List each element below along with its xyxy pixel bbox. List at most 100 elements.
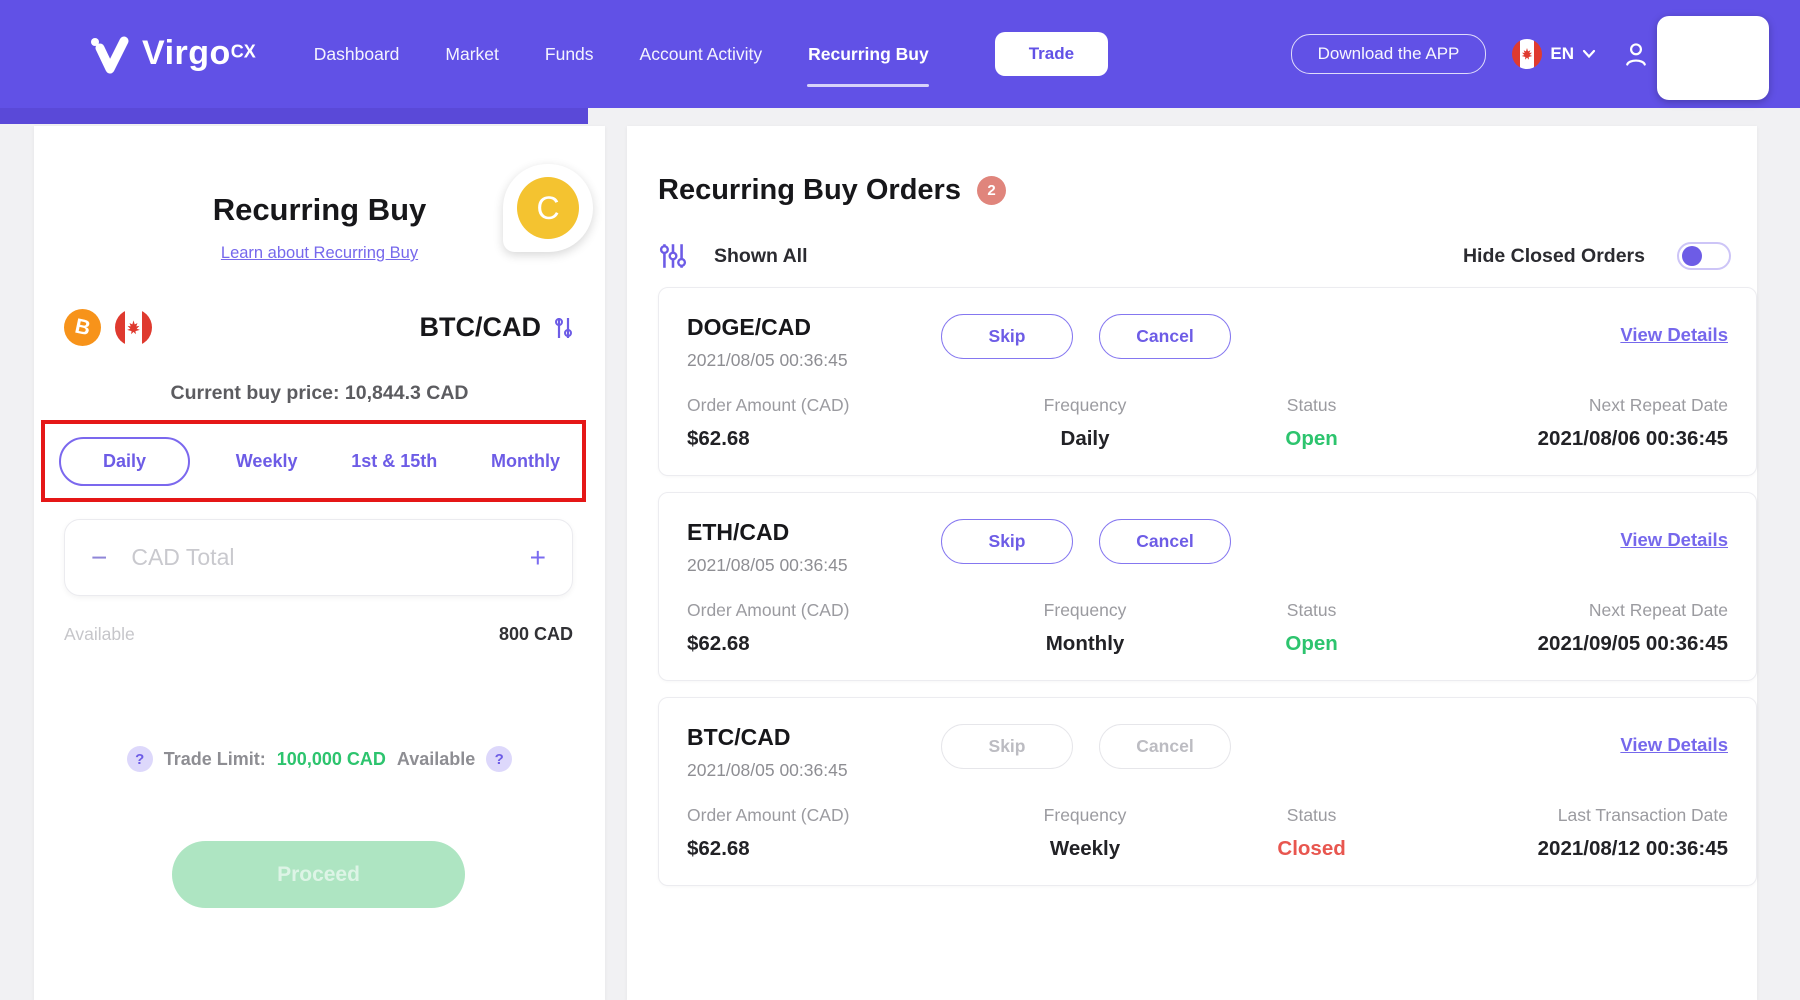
order-pair: ETH/CAD bbox=[687, 519, 790, 545]
frequency-value: Weekly bbox=[1049, 837, 1121, 860]
tab-1st-15th[interactable]: 1st & 15th bbox=[351, 450, 438, 471]
available-row: Available 800 CAD bbox=[64, 624, 573, 645]
tab-monthly[interactable]: Monthly bbox=[490, 450, 560, 471]
virgocx-v-icon bbox=[88, 35, 132, 77]
cancel-button[interactable]: Cancel bbox=[1099, 314, 1231, 359]
hide-closed-label: Hide Closed Orders bbox=[1462, 244, 1645, 267]
trade-limit-suffix: Available bbox=[396, 748, 476, 769]
orders-header: Recurring Buy Orders 2 bbox=[658, 174, 1731, 207]
canada-flag-icon bbox=[1512, 39, 1543, 69]
help-icon-left[interactable]: ? bbox=[126, 746, 153, 772]
order-amount-label: Order Amount (CAD) bbox=[687, 600, 850, 620]
language-label: EN bbox=[1550, 44, 1574, 63]
order-status-col: Status Open bbox=[1201, 395, 1421, 451]
order-card-detail-row: Order Amount (CAD) $62.68 Frequency Week… bbox=[687, 805, 1728, 861]
chat-widget[interactable]: C bbox=[503, 164, 593, 252]
user-account-icon[interactable] bbox=[1622, 40, 1650, 68]
order-pair-block: DOGE/CAD 2021/08/05 00:36:45 bbox=[687, 314, 941, 371]
nav-item-market[interactable]: Market bbox=[445, 43, 499, 64]
tab-daily[interactable]: Daily bbox=[59, 436, 191, 486]
order-status-col: Status Open bbox=[1201, 600, 1421, 656]
cancel-button[interactable]: Cancel bbox=[1099, 724, 1231, 769]
next-repeat-value: 2021/09/05 00:36:45 bbox=[1537, 632, 1728, 655]
navbar: VirgoCX Dashboard Market Funds Account A… bbox=[0, 0, 1800, 108]
frequency-label: Frequency bbox=[1043, 395, 1127, 415]
frequency-highlight-box: Daily Weekly 1st & 15th Monthly bbox=[41, 420, 586, 502]
trade-limit-row: ? Trade Limit: 100,000 CAD Available ? bbox=[34, 746, 605, 772]
order-amount-value: $62.68 bbox=[687, 427, 750, 450]
trade-limit-value: 100,000 CAD bbox=[276, 748, 386, 769]
panel-title: Recurring Buy bbox=[212, 192, 427, 227]
status-label: Status bbox=[1286, 805, 1337, 825]
next-repeat-label: Next Repeat Date bbox=[1588, 600, 1728, 620]
order-card-top-row: DOGE/CAD 2021/08/05 00:36:45 Skip Cancel… bbox=[687, 314, 1728, 371]
toggle-knob bbox=[1682, 246, 1702, 266]
order-created-date: 2021/08/05 00:36:45 bbox=[687, 555, 848, 575]
recurring-buy-orders-panel: Recurring Buy Orders 2 Shown All Hide Cl… bbox=[627, 126, 1757, 1000]
order-amount-label: Order Amount (CAD) bbox=[687, 805, 850, 825]
status-value: Open bbox=[1285, 427, 1338, 450]
amount-input-box: − + bbox=[64, 519, 573, 596]
nav-right-group: Download the APP EN bbox=[1290, 34, 1650, 74]
available-label: Available bbox=[64, 624, 135, 644]
skip-button[interactable]: Skip bbox=[941, 314, 1073, 359]
hide-closed-toggle[interactable] bbox=[1677, 242, 1731, 270]
order-amount-col: Order Amount (CAD) $62.68 bbox=[687, 395, 969, 451]
nav-item-account-activity[interactable]: Account Activity bbox=[639, 43, 763, 64]
order-amount-col: Order Amount (CAD) $62.68 bbox=[687, 805, 969, 861]
view-details-link[interactable]: View Details bbox=[1620, 529, 1728, 550]
amount-input[interactable] bbox=[129, 543, 430, 572]
status-value: Open bbox=[1285, 632, 1338, 655]
order-created-date: 2021/08/05 00:36:45 bbox=[687, 760, 848, 780]
order-status-col: Status Closed bbox=[1201, 805, 1421, 861]
order-frequency-col: Frequency Monthly bbox=[969, 600, 1202, 656]
view-details-link[interactable]: View Details bbox=[1620, 734, 1728, 755]
order-frequency-col: Frequency Weekly bbox=[969, 805, 1202, 861]
last-transaction-value: 2021/08/12 00:36:45 bbox=[1537, 837, 1728, 860]
view-details-link[interactable]: View Details bbox=[1620, 324, 1728, 345]
pair-row: B BTC/CAD bbox=[64, 309, 575, 346]
learn-about-link[interactable]: Learn about Recurring Buy bbox=[220, 244, 419, 262]
language-selector[interactable]: EN bbox=[1512, 39, 1596, 69]
order-card-btc-cad: BTC/CAD 2021/08/05 00:36:45 Skip Cancel … bbox=[658, 697, 1757, 886]
available-value: 800 CAD bbox=[498, 624, 573, 644]
chat-badge: C bbox=[517, 177, 579, 239]
last-transaction-label: Last Transaction Date bbox=[1557, 805, 1728, 825]
help-icon-right[interactable]: ? bbox=[486, 746, 513, 772]
order-card-doge-cad: DOGE/CAD 2021/08/05 00:36:45 Skip Cancel… bbox=[658, 287, 1757, 476]
tab-weekly[interactable]: Weekly bbox=[235, 450, 298, 471]
plus-button[interactable]: + bbox=[529, 541, 546, 573]
download-app-button[interactable]: Download the APP bbox=[1290, 34, 1487, 74]
order-date-col: Next Repeat Date 2021/09/05 00:36:45 bbox=[1422, 600, 1728, 656]
order-card-top-row: ETH/CAD 2021/08/05 00:36:45 Skip Cancel … bbox=[687, 519, 1728, 576]
nav-item-dashboard[interactable]: Dashboard bbox=[313, 43, 400, 64]
nav-item-funds[interactable]: Funds bbox=[544, 43, 594, 64]
proceed-button[interactable]: Proceed bbox=[172, 841, 465, 908]
nav-menu: Dashboard Market Funds Account Activity … bbox=[314, 44, 929, 65]
minus-button[interactable]: − bbox=[91, 541, 108, 573]
order-frequency-col: Frequency Daily bbox=[969, 395, 1202, 451]
cancel-button[interactable]: Cancel bbox=[1099, 519, 1231, 564]
order-pair: BTC/CAD bbox=[687, 724, 791, 750]
order-pair-block: BTC/CAD 2021/08/05 00:36:45 bbox=[687, 724, 941, 781]
brand-logo[interactable]: VirgoCX bbox=[88, 31, 256, 77]
trade-limit-label: Trade Limit: bbox=[163, 748, 266, 769]
nav-item-recurring-buy[interactable]: Recurring Buy bbox=[808, 43, 929, 64]
status-label: Status bbox=[1286, 600, 1337, 620]
status-label: Status bbox=[1286, 395, 1337, 415]
order-card-eth-cad: ETH/CAD 2021/08/05 00:36:45 Skip Cancel … bbox=[658, 492, 1757, 681]
current-price: Current buy price: 10,844.3 CAD bbox=[170, 382, 469, 404]
pair-settings-icon[interactable] bbox=[551, 315, 575, 341]
chevron-down-icon bbox=[1582, 49, 1596, 59]
filter-sliders-icon[interactable] bbox=[658, 241, 688, 271]
order-date-col: Next Repeat Date 2021/08/06 00:36:45 bbox=[1422, 395, 1728, 451]
order-amount-col: Order Amount (CAD) $62.68 bbox=[687, 600, 969, 656]
skip-button[interactable]: Skip bbox=[941, 519, 1073, 564]
brand-text: VirgoCX bbox=[142, 34, 256, 72]
next-repeat-value: 2021/08/06 00:36:45 bbox=[1537, 427, 1728, 450]
order-amount-value: $62.68 bbox=[687, 632, 750, 655]
skip-button[interactable]: Skip bbox=[941, 724, 1073, 769]
next-repeat-label: Next Repeat Date bbox=[1588, 395, 1728, 415]
trade-button[interactable]: Trade bbox=[994, 32, 1109, 76]
